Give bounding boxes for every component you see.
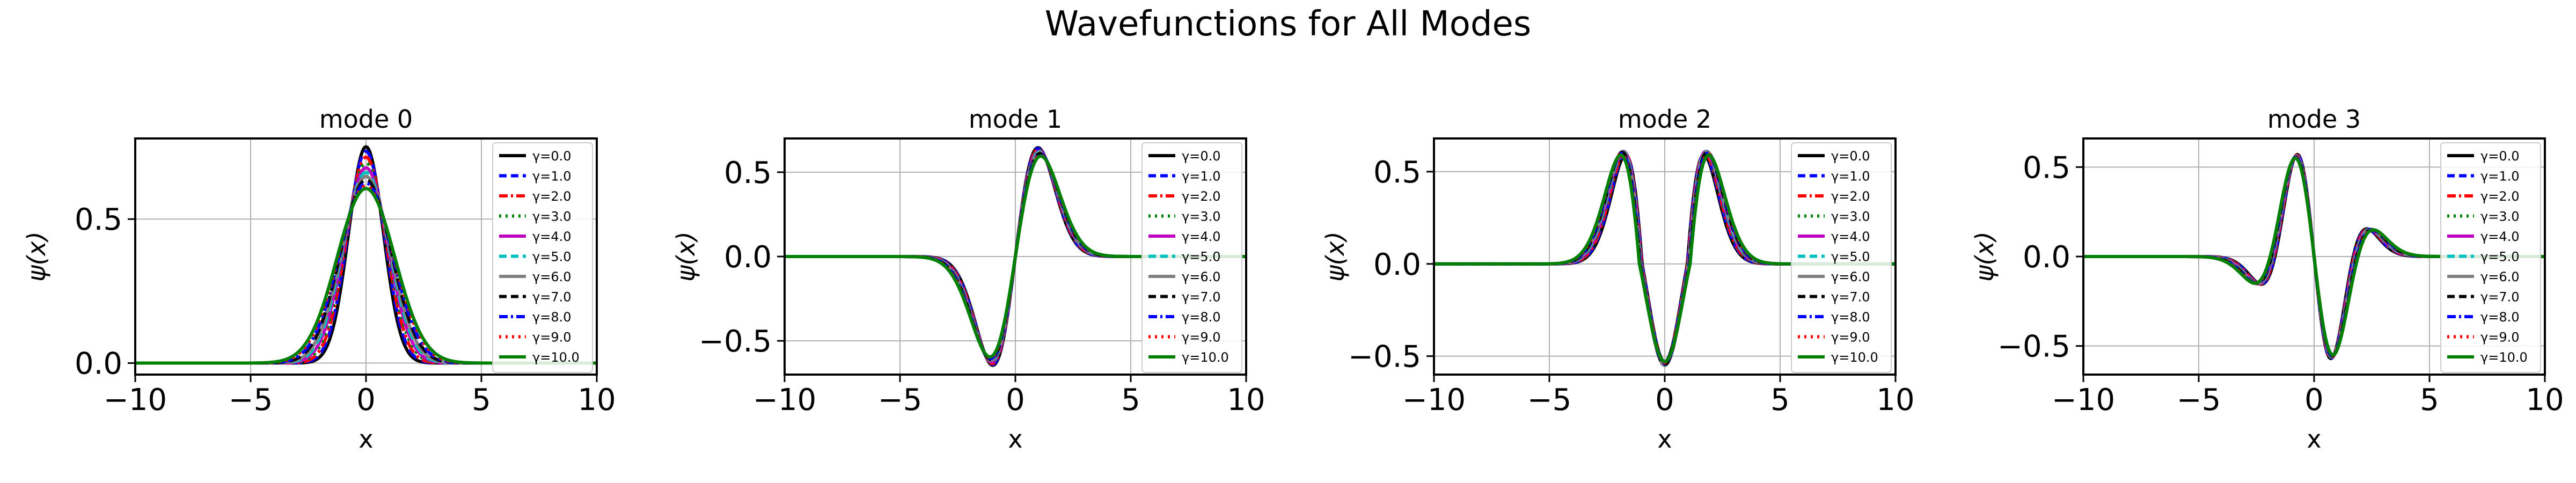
y-tick-label: −0.5 <box>1997 330 2070 364</box>
legend-entry: γ=1.0 <box>2480 169 2519 184</box>
legend: γ=0.0 γ=1.0 γ=2.0 γ=3.0 γ=4.0 γ=5.0 γ=6.0 γ=7.0… <box>2440 142 2541 373</box>
x-tick-label: 0 <box>356 383 376 418</box>
legend-entry: γ=5.0 <box>1182 250 1220 265</box>
legend-entry: γ=1.0 <box>1182 169 1220 184</box>
x-tick-label: −5 <box>2177 383 2221 418</box>
y-tick-label: 0.5 <box>2023 150 2070 185</box>
legend-entry: γ=4.0 <box>532 229 571 244</box>
legend-entry: γ=4.0 <box>1182 229 1220 244</box>
legend-entry: γ=8.0 <box>1182 310 1220 325</box>
y-tick-label: 0.0 <box>1373 247 1421 282</box>
legend-entry: γ=0.0 <box>1831 149 1870 164</box>
x-tick-label: −5 <box>1527 383 1572 418</box>
x-axis-label: x <box>1657 425 1672 453</box>
y-axis-label: ψ(x) <box>1321 231 1350 281</box>
legend-entry: γ=4.0 <box>2480 229 2519 244</box>
legend-entry: γ=6.0 <box>2480 269 2519 284</box>
y-tick-label: 0.0 <box>724 240 772 275</box>
legend-entry: γ=9.0 <box>1831 330 1870 345</box>
legend-entry: γ=9.0 <box>2480 330 2519 345</box>
x-tick-label: −10 <box>1402 383 1466 418</box>
legend-entry: γ=3.0 <box>1831 209 1870 224</box>
subplot-title: mode 2 <box>1618 105 1711 134</box>
x-axis-label: x <box>358 425 373 453</box>
legend-entry: γ=0.0 <box>2480 149 2519 164</box>
legend-entry: γ=3.0 <box>532 209 571 224</box>
legend-entry: γ=9.0 <box>532 330 571 345</box>
legend-entry: γ=1.0 <box>1831 169 1870 184</box>
x-tick-label: 10 <box>1227 383 1265 418</box>
legend-entry: γ=5.0 <box>1831 250 1870 265</box>
legend-entry: γ=8.0 <box>1831 310 1870 325</box>
legend-entry: γ=5.0 <box>532 250 571 265</box>
x-tick-label: −10 <box>753 383 816 418</box>
legend-entry: γ=1.0 <box>532 169 571 184</box>
y-tick-label: 0.5 <box>75 202 122 237</box>
y-axis-label: ψ(x) <box>1970 231 1999 281</box>
legend-entry: γ=2.0 <box>1182 189 1220 204</box>
x-tick-label: 0 <box>1006 383 1025 418</box>
legend: γ=0.0 γ=1.0 γ=2.0 γ=3.0 γ=4.0 γ=5.0 γ=6.0 γ=7.0… <box>492 142 593 373</box>
y-axis-label: ψ(x) <box>22 231 51 281</box>
legend-entry: γ=7.0 <box>1831 290 1870 305</box>
subplot-title: mode 0 <box>319 105 413 134</box>
subplot-mode-3: −10 −5 0 5 10 −0.5 0.0 0.5 mode 3 x ψ(x) γ=0.0 γ=1.0… <box>1970 105 2564 453</box>
legend-entry: γ=2.0 <box>1831 189 1870 204</box>
legend-entry: γ=4.0 <box>1831 229 1870 244</box>
subplot-title: mode 1 <box>969 105 1062 134</box>
x-tick-label: −5 <box>229 383 273 418</box>
x-tick-label: 5 <box>1121 383 1140 418</box>
y-tick-label: −0.5 <box>699 324 772 359</box>
x-tick-label: −5 <box>878 383 923 418</box>
x-tick-label: −10 <box>2052 383 2115 418</box>
x-tick-label: 5 <box>2420 383 2439 418</box>
subplot-title: mode 3 <box>2267 105 2361 134</box>
y-tick-label: −0.5 <box>1348 340 1421 375</box>
legend-entry: γ=10.0 <box>532 350 580 365</box>
legend-entry: γ=8.0 <box>2480 310 2519 325</box>
y-tick-label: 0.5 <box>724 156 772 191</box>
legend: γ=0.0 γ=1.0 γ=2.0 γ=3.0 γ=4.0 γ=5.0 γ=6.0 γ=7.0… <box>1791 142 1892 373</box>
legend-entry: γ=10.0 <box>1831 350 1878 365</box>
x-tick-label: 10 <box>2526 383 2564 418</box>
subplot-mode-2: −10 −5 0 5 10 −0.5 0.0 0.5 mode 2 x ψ(x) γ=0.0 γ=1.0… <box>1321 105 1915 453</box>
figure-title: Wavefunctions for All Modes <box>1044 4 1532 44</box>
subplot-mode-1: −10 −5 0 5 10 −0.5 0.0 0.5 mode 1 x ψ(x) γ=0.0 γ=1.0… <box>671 105 1265 453</box>
legend-entry: γ=5.0 <box>2480 250 2519 265</box>
x-tick-label: 10 <box>1876 383 1914 418</box>
legend-entry: γ=9.0 <box>1182 330 1220 345</box>
legend-entry: γ=3.0 <box>2480 209 2519 224</box>
x-tick-label: 0 <box>2304 383 2324 418</box>
x-tick-label: 5 <box>1770 383 1790 418</box>
x-axis-label: x <box>2307 425 2321 453</box>
legend-entry: γ=0.0 <box>532 149 571 164</box>
legend-entry: γ=2.0 <box>2480 189 2519 204</box>
legend-entry: γ=10.0 <box>2480 350 2528 365</box>
legend-entry: γ=10.0 <box>1182 350 1229 365</box>
y-tick-label: 0.5 <box>1373 155 1421 190</box>
legend-entry: γ=6.0 <box>532 269 571 284</box>
legend-entry: γ=7.0 <box>532 290 571 305</box>
x-axis-label: x <box>1008 425 1022 453</box>
legend-entry: γ=2.0 <box>532 189 571 204</box>
legend-entry: γ=6.0 <box>1831 269 1870 284</box>
x-tick-label: 0 <box>1655 383 1674 418</box>
legend: γ=0.0 γ=1.0 γ=2.0 γ=3.0 γ=4.0 γ=5.0 γ=6.0 γ=7.0… <box>1141 142 1242 373</box>
legend-entry: γ=3.0 <box>1182 209 1220 224</box>
legend-entry: γ=0.0 <box>1182 149 1220 164</box>
y-axis-label: ψ(x) <box>671 231 700 281</box>
y-tick-label: 0.0 <box>75 347 122 382</box>
x-tick-label: 5 <box>472 383 491 418</box>
legend-entry: γ=7.0 <box>2480 290 2519 305</box>
legend-entry: γ=6.0 <box>1182 269 1220 284</box>
y-tick-label: 0.0 <box>2023 240 2070 275</box>
subplot-mode-0: −10 −5 0 5 10 0.0 0.5 mode 0 x ψ(x) γ=0.0 γ=1.0 γ=2.… <box>22 105 616 453</box>
x-tick-label: −10 <box>104 383 167 418</box>
x-tick-label: 10 <box>577 383 616 418</box>
legend-entry: γ=7.0 <box>1182 290 1220 305</box>
legend-entry: γ=8.0 <box>532 310 571 325</box>
